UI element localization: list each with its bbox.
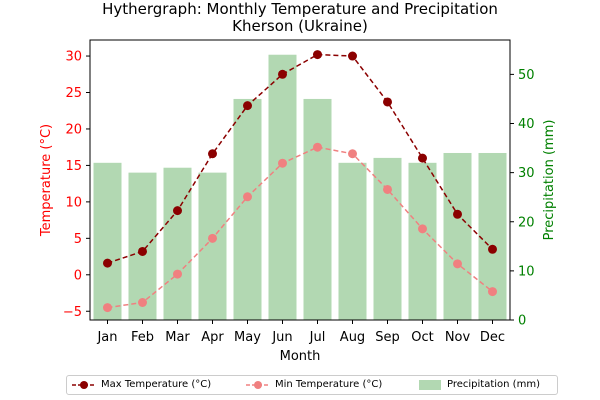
precip-bar-jun [268,54,297,320]
left-tick-label: 15 [65,159,82,174]
legend-precip-marker [419,380,441,390]
y-axis-right-label: Precipitation (mm) [542,120,557,241]
left-tick-label: 10 [65,195,82,210]
right-tick-label: 50 [518,68,535,83]
max-temp-point-mar [173,206,182,216]
precip-bar-nov [443,152,472,320]
precip-bar-sep [373,157,402,320]
legend-min-label: Min Temperature (°C) [275,379,383,390]
max-temp-point-jul [313,50,322,60]
max-temp-point-aug [348,51,357,61]
precip-bar-may [233,98,262,321]
x-tick-label-dec: Dec [480,330,505,345]
chart-legend: Max Temperature (°C) Min Temperature (°C… [66,375,558,395]
precip-bar-aug [338,162,367,320]
x-tick-label-feb: Feb [131,330,154,345]
left-tick-label: 20 [65,122,82,137]
legend-min-marker [246,381,270,389]
legend-max-marker [72,381,96,389]
max-temp-point-sep [383,97,392,107]
x-tick-label-jul: Jul [309,330,326,345]
right-tick-label: 30 [518,166,535,181]
legend-max-label: Max Temperature (°C) [101,379,212,390]
right-tick-label: 20 [518,215,535,230]
max-temp-point-apr [208,149,217,159]
precip-bar-feb [128,172,157,320]
max-temp-point-feb [138,246,147,256]
max-temp-point-oct [418,153,427,163]
left-tick-label: −5 [63,305,82,320]
max-temp-point-dec [488,244,497,254]
min-temp-point-oct [418,224,427,234]
x-tick-label-apr: Apr [201,330,224,345]
max-temp-line [107,53,494,264]
min-temp-point-sep [383,184,392,194]
precip-bar-jan [93,162,122,320]
min-temp-point-feb [138,298,147,307]
x-tick-label-oct: Oct [411,330,433,345]
min-temp-point-mar [173,269,182,279]
precip-bar-oct [408,162,437,320]
legend-precip-label: Precipitation (mm) [447,379,540,390]
min-temp-line [107,146,493,309]
left-tick-label: 30 [65,50,82,65]
precip-bar-apr [198,172,227,320]
max-temp-point-jun [278,69,287,79]
x-tick-label-mar: Mar [165,330,190,345]
plot-frame [89,39,511,321]
precip-bar-jul [303,98,332,321]
min-temp-point-apr [208,233,217,243]
x-tick-label-jun: Jun [271,330,292,345]
max-temp-point-jan [103,258,112,268]
right-tick-label: 40 [518,117,535,132]
min-temp-point-nov [453,259,462,269]
min-temp-point-jun [278,158,287,168]
left-tick-label: 0 [74,268,82,283]
chart-title: Hythergraph: Monthly Temperature and Pre… [102,0,498,18]
chart-subtitle: Kherson (Ukraine) [232,17,368,35]
y-axis-left-label: Temperature (°C) [39,124,54,237]
x-tick-label-jan: Jan [96,330,117,345]
min-temp-point-aug [348,149,357,159]
min-temp-point-jul [313,142,322,152]
left-tick-label: 25 [65,86,82,101]
x-axis-label: Month [280,349,321,364]
left-tick-label: 5 [74,232,82,247]
x-tick-label-sep: Sep [375,330,400,345]
min-temp-point-jan [103,303,112,313]
x-tick-label-aug: Aug [340,330,365,345]
max-temp-point-may [243,101,252,111]
min-temp-point-dec [488,287,497,297]
max-temp-point-nov [453,209,462,219]
min-temp-point-may [243,192,252,202]
x-tick-label-nov: Nov [445,330,471,345]
x-tick-label-may: May [234,330,261,345]
precip-bar-mar [163,167,192,320]
right-tick-label: 0 [518,314,526,329]
right-tick-label: 10 [518,264,535,279]
